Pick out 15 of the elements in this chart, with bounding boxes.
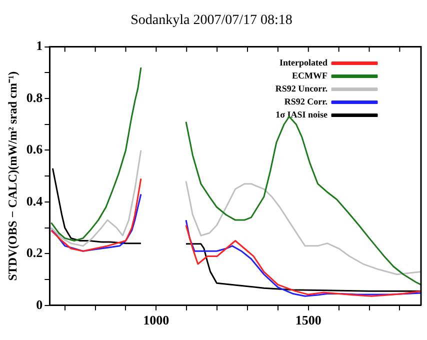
chart-title: Sodankyla 2007/07/17 08:18 xyxy=(130,13,292,28)
legend-label: 1σ IASI noise xyxy=(276,110,328,120)
y-tick-label: 1 xyxy=(36,38,43,54)
x-tick-label: 1500 xyxy=(295,312,322,328)
y-tick-label: 0 xyxy=(36,296,43,312)
y-tick-label: 0.6 xyxy=(26,142,44,157)
legend-label: RS92 Uncorr. xyxy=(275,84,328,94)
y-tick-label: 0.4 xyxy=(26,193,44,208)
y-axis-title: STDV(OBS − CALC)(mW/m² srad cm⁻¹) xyxy=(5,71,20,281)
y-tick-label: 0.2 xyxy=(26,245,43,260)
legend-label: ECMWF xyxy=(292,70,328,81)
y-tick-label: 0.8 xyxy=(26,90,44,105)
legend-label: Interpolated xyxy=(280,58,328,68)
legend-label: RS92 Corr. xyxy=(284,96,328,107)
x-tick-label: 1000 xyxy=(143,312,170,328)
